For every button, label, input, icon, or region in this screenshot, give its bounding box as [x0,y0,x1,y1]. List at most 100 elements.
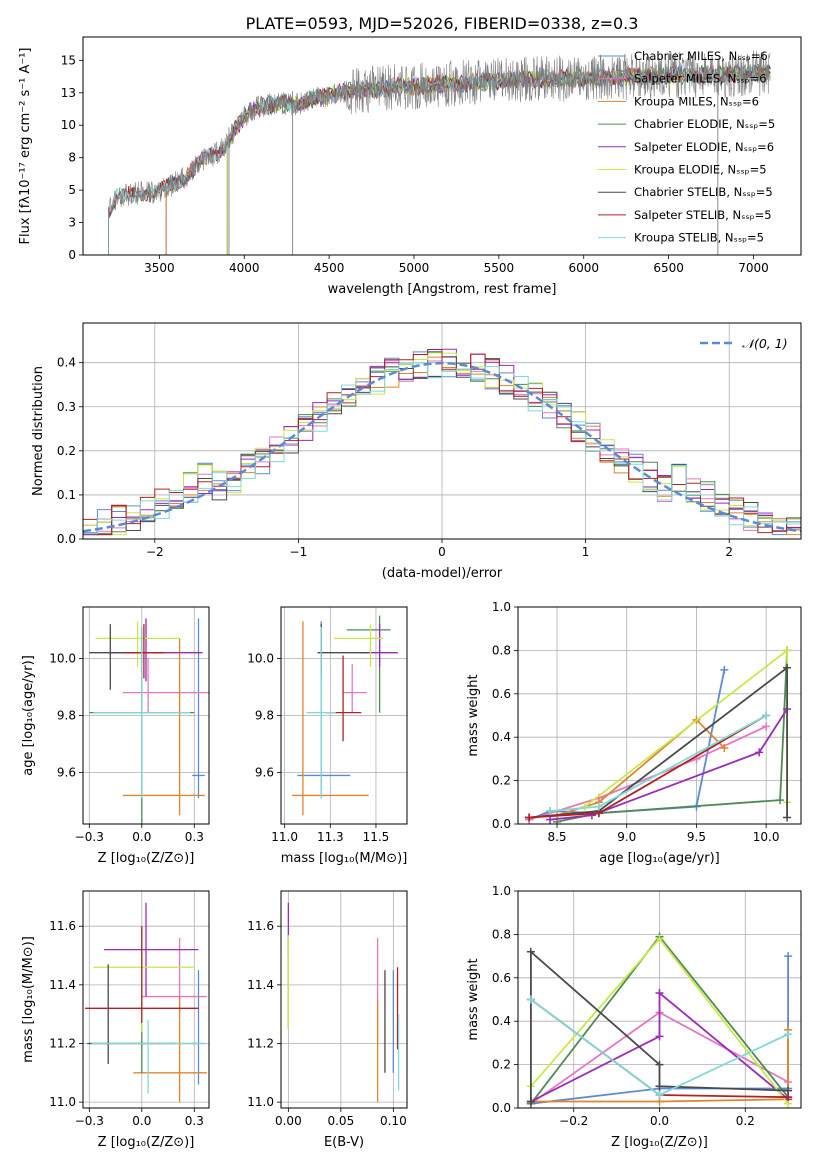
x-tick-label: 3500 [144,261,175,275]
x-tick-label: 9.5 [687,830,706,844]
plot-area-spectrum [108,50,771,255]
y-tick-label: 8 [68,151,76,165]
mass-weight-marker [655,988,664,997]
legend: Chabrier MILES, Nₛₛₚ=6 Salpeter MILES, Nₛ… [598,49,775,245]
panel-spectrum: 3500 4000 4500 5000 5500 6000 6500 7000 0 3 5 8 10 13… [18,36,802,297]
y-tick-label: 3 [68,216,76,230]
x-tick-label: 9.0 [617,830,636,844]
mass-weight-marker [720,665,729,674]
mass-weight-marker [762,722,771,731]
axes-frame [517,890,802,1109]
x-tick-label: 0.3 [185,830,204,844]
panel-residuals: −2 −1 0 1 2 0.0 0.1 0.2 0.3 0.4 (data-model)/error… [31,322,802,581]
x-tick-label: 7000 [738,261,769,275]
x-axis-label: Z [log₁₀(Z/Z⊙)] [98,851,195,866]
y-tick-label: 5 [68,183,76,197]
x-tick-label: 11.3 [317,830,344,844]
x-tick-label: 10.0 [753,830,780,844]
y-tick-label: 11.0 [49,1095,76,1109]
x-tick-label: 0.0 [132,1114,151,1128]
x-tick-label: −0.3 [75,1114,104,1128]
y-tick-label: 10 [61,118,76,132]
x-tick-label: 0.0 [132,830,151,844]
mass-weight-marker [526,995,535,1004]
mass-weight-marker [580,802,589,811]
mass-weight-marker [783,663,792,672]
plot-area-massweight-vs-Z [518,891,801,1108]
y-axis-label: mass weight [466,958,481,1040]
y-tick-label: 11.4 [49,978,76,992]
panel-age-vs-mass: 11.0 11.3 11.5 9.6 9.8 10.0 mass [log₁₀(M/M⊙)] [247,606,408,866]
y-tick-label: 0.8 [492,927,511,941]
y-tick-label: 0.0 [57,532,76,546]
plot-area-age-vs-Z [83,607,209,824]
x-axis-label: (data-model)/error [382,566,503,581]
panel-mass-vs-EBV: 0.00 0.05 0.10 11.0 11.2 11.4 11.6 E(B-V) [247,890,408,1150]
y-tick-label: 0.0 [492,817,511,831]
y-tick-label: 0.4 [492,1014,511,1028]
axes-frame [280,606,408,825]
y-tick-label: 0.3 [57,400,76,414]
x-axis-label: age [log₁₀(age/yr)] [599,851,720,866]
x-tick-label: −0.3 [75,830,104,844]
figure-title: PLATE=0593, MJD=52026, FIBERID=0338, z=0… [246,14,639,33]
y-tick-label: 15 [61,53,76,67]
axes-frame [280,890,408,1109]
y-tick-label: 0.0 [492,1101,511,1115]
x-tick-label: 4500 [314,261,345,275]
legend-label: Kroupa MILES, Nₛₛₚ=6 [634,94,759,108]
legend-label: Salpeter MILES, Nₛₛₚ=6 [634,72,767,86]
plot-area-mass-vs-Z [83,891,209,1108]
y-tick-label: 11.2 [49,1036,76,1050]
legend-label: Chabrier STELIB, Nₛₛₚ=5 [634,185,773,199]
observed-spectrum-line [108,50,771,255]
legend-label: Kroupa ELODIE, Nₛₛₚ=5 [634,163,767,177]
x-tick-label: 6500 [653,261,684,275]
mass-weight-marker [720,744,729,753]
mass-weight-marker [755,748,764,757]
axes-frame [82,36,802,256]
y-tick-label: 13 [61,86,76,100]
x-tick-label: 1 [582,545,590,559]
y-tick-label: 11.4 [247,978,274,992]
x-tick-label: 0.05 [327,1114,354,1128]
y-tick-label: 0.1 [57,488,76,502]
y-tick-label: 0 [68,248,76,262]
x-axis-label: mass [log₁₀(M/M⊙)] [281,851,408,866]
y-tick-label: 9.8 [255,709,274,723]
x-tick-label: 0 [438,545,446,559]
legend-label: Chabrier MILES, Nₛₛₚ=6 [634,49,768,63]
plot-area-mass-vs-EBV [281,891,407,1108]
y-tick-label: 0.4 [57,356,76,370]
x-tick-label: 2 [725,545,733,559]
y-tick-label: 0.6 [492,971,511,985]
x-tick-label: 6000 [568,261,599,275]
legend-label: Chabrier ELODIE, Nₛₛₚ=5 [634,117,775,131]
mass-weight-marker [655,1032,664,1041]
panel-age-vs-Z: −0.3 0.0 0.3 9.6 9.8 10.0 Z [log₁₀(Z/Z⊙)] age [… [21,606,210,866]
mass-weight-marker [783,813,792,822]
plot-area-massweight-vs-age [518,607,801,824]
x-tick-label: 8.5 [547,830,566,844]
y-tick-label: 10.0 [247,651,274,665]
axes-frame [82,606,210,825]
y-tick-label: 9.6 [255,766,274,780]
mass-weight-marker [594,802,603,811]
x-tick-label: 11.5 [363,830,390,844]
y-axis-label: mass [log₁₀(M/M⊙)] [21,936,36,1063]
y-tick-label: 11.6 [49,919,76,933]
mass-weight-marker [784,952,793,961]
mass-weight-marker [655,1090,664,1099]
x-tick-label: 11.0 [271,830,298,844]
y-tick-label: 1.0 [492,600,511,614]
y-tick-label: 0.2 [57,444,76,458]
y-axis-label: Flux [fλ10⁻¹⁷ erg cm⁻² s⁻¹ A⁻¹] [18,48,33,245]
x-tick-label: 5500 [484,261,515,275]
residual-histogram [83,349,801,539]
legend-label: Salpeter ELODIE, Nₛₛₚ=6 [634,140,774,154]
mass-weight-marker [546,806,555,815]
y-tick-label: 0.4 [492,730,511,744]
x-tick-label: 0.00 [275,1114,302,1128]
mass-weight-line [529,665,788,819]
